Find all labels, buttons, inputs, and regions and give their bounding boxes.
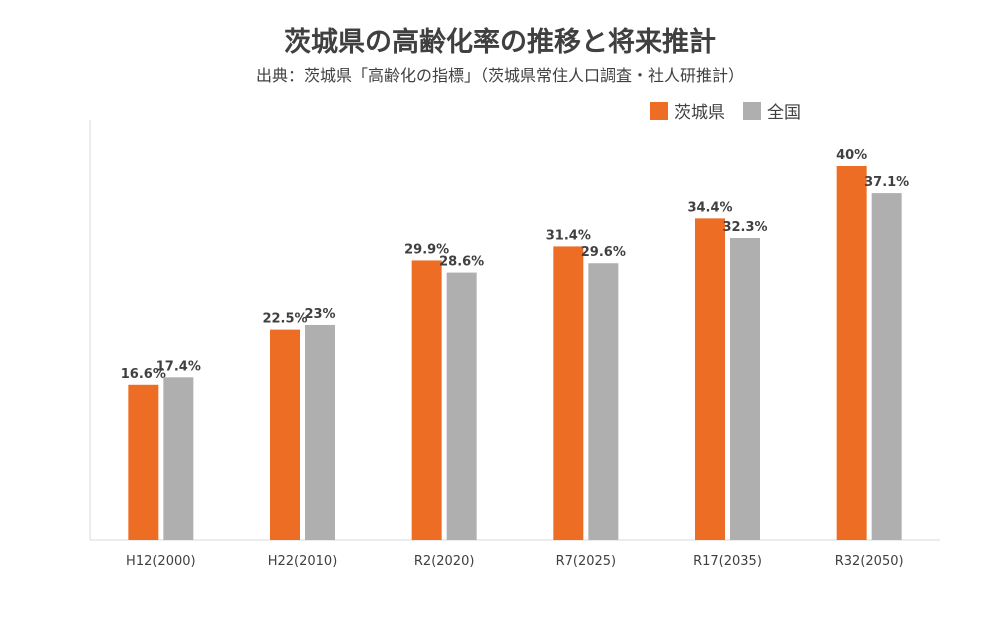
legend-item-national: 全国	[743, 98, 801, 123]
bar-national-0	[163, 377, 194, 540]
bar-ibaraki-1	[270, 329, 300, 540]
bar-national-4	[730, 237, 760, 540]
bar-national-5	[871, 193, 902, 541]
bar-ibaraki-5	[836, 166, 867, 540]
x-tick-label-1: H22(2010)	[268, 554, 338, 569]
legend-swatch-national	[743, 101, 761, 120]
value-label-ibaraki-1: 22.5%	[262, 312, 307, 327]
x-tick-label-3: R7(2025)	[556, 554, 617, 569]
value-label-ibaraki-3: 31.4%	[546, 228, 591, 243]
chart-subtitle: 出典：茨城県「高齢化の指標」（茨城県常住人口調査・社人研推計）	[255, 66, 744, 85]
value-label-ibaraki-5: 40%	[836, 148, 867, 163]
legend-label-national: 全国	[767, 103, 801, 123]
legend-swatch-ibaraki	[650, 101, 668, 120]
value-label-national-3: 29.6%	[581, 245, 626, 260]
chart-title: 茨城県の高齢化率の推移と将来推計	[284, 27, 716, 58]
bar-ibaraki-2	[411, 260, 442, 540]
value-label-ibaraki-0: 16.6%	[121, 367, 166, 382]
x-tick-label-5: R32(2050)	[835, 554, 904, 569]
value-label-national-1: 23%	[304, 307, 335, 322]
bar-national-3	[588, 263, 619, 540]
value-label-national-5: 37.1%	[864, 175, 909, 190]
legend-item-ibaraki: 茨城県	[650, 98, 725, 123]
legend: 茨城県 全国	[650, 98, 801, 123]
value-label-ibaraki-2: 29.9%	[404, 242, 449, 257]
bar-national-1	[305, 324, 335, 540]
legend-label-ibaraki: 茨城県	[674, 103, 725, 123]
value-label-national-4: 32.3%	[722, 220, 767, 235]
x-tick-label-0: H12(2000)	[126, 554, 196, 569]
bar-ibaraki-0	[128, 384, 159, 540]
x-tick-label-4: R17(2035)	[693, 554, 762, 569]
value-label-national-0: 17.4%	[156, 359, 201, 374]
bar-ibaraki-3	[553, 246, 584, 540]
bar-national-2	[446, 272, 477, 540]
x-tick-label-2: R2(2020)	[414, 554, 475, 569]
bar-ibaraki-4	[695, 218, 725, 541]
value-label-ibaraki-4: 34.4%	[687, 200, 732, 215]
value-label-national-2: 28.6%	[439, 255, 484, 270]
